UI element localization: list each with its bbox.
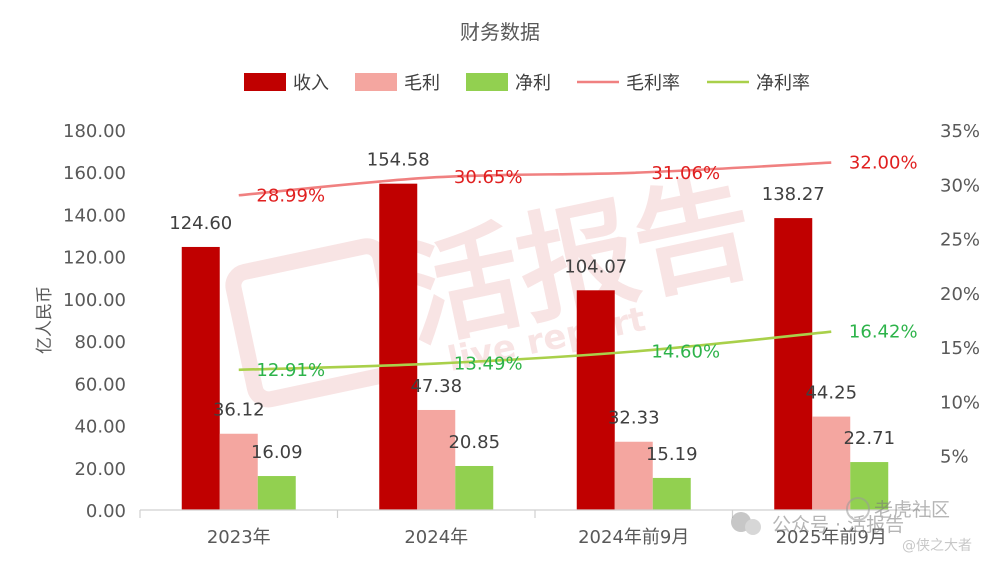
y-tick-label: 0.00 [86,501,126,522]
y-axis-right: 5% 10% 15% 20% 25% 30% 35% [940,121,980,468]
line-value-label: 30.65% [454,167,523,188]
y-tick-label: 100.00 [63,290,126,311]
y-tick-label: 140.00 [63,205,126,226]
y-axis-left: 0.00 20.00 40.00 60.00 80.00 100.00 120.00 140.… [63,121,126,522]
line-value-label: 16.42% [849,322,918,343]
bar-value-label: 124.60 [169,213,232,234]
bar-毛利 [417,409,456,510]
bar-毛利 [812,416,851,510]
y2-tick-label: 30% [940,175,980,196]
y2-tick-label: 10% [940,392,980,413]
footer-handle: @侠之大者 [902,538,972,554]
line-value-label: 13.49% [454,354,523,375]
x-tick-label: 2024年前9月 [578,527,689,548]
footer-tag: 老虎社区 [874,499,950,521]
data-labels: 124.60 154.58 104.07 138.27 36.12 47.38 32.33 4… [169,150,917,465]
y-tick-label: 80.00 [74,332,126,353]
line-series [238,161,832,372]
y2-tick-label: 25% [940,230,980,251]
line-净利率 [238,330,832,372]
legend-swatch [355,73,397,91]
x-tick-label: 2023年 [207,527,271,548]
y-tick-label: 180.00 [63,121,126,142]
bar-series [181,183,889,511]
y-axis-title: 亿人民币 [35,286,55,354]
x-tick-label: 2025年前9月 [776,527,887,548]
bar-收入 [576,290,615,510]
bar-value-label: 138.27 [762,184,825,205]
footer-account: 公众号 · 活报告 [772,514,904,536]
bar-净利 [652,477,691,510]
legend-label: 净利 [515,73,551,94]
bar-净利 [850,462,889,510]
legend-label: 毛利率 [626,73,680,94]
line-value-label: 32.00% [849,153,918,174]
bar-value-label: 22.71 [843,428,895,449]
y-tick-label: 20.00 [74,459,126,480]
bar-毛利 [219,433,258,510]
bar-毛利 [614,441,653,510]
tiger-icon [846,497,870,521]
bar-净利 [257,476,296,510]
line-value-label: 28.99% [256,185,325,206]
line-毛利率 [238,161,832,197]
bar-收入 [379,183,418,511]
bar-value-label: 154.58 [367,150,430,171]
bar-收入 [774,218,813,510]
x-tick-label: 2024年 [404,527,468,548]
bar-value-label: 44.25 [805,383,857,404]
y-tick-label: 60.00 [74,374,126,395]
y2-tick-label: 20% [940,284,980,305]
bar-净利 [455,465,494,510]
bar-value-label: 20.85 [448,432,500,453]
y2-tick-label: 35% [940,121,980,142]
y-tick-label: 160.00 [63,163,126,184]
y2-tick-label: 5% [940,447,969,468]
line-value-label: 31.06% [651,163,720,184]
bar-value-label: 47.38 [410,376,462,397]
legend: 收入 毛利 净利 毛利率 净利率 [244,73,810,94]
legend-swatch [244,73,286,91]
line-value-label: 14.60% [651,341,720,362]
bar-value-label: 32.33 [608,408,660,429]
wechat-icon [745,519,761,535]
legend-label: 毛利 [404,73,440,94]
bar-value-label: 15.19 [646,444,698,465]
legend-label: 收入 [293,73,329,94]
bar-value-label: 36.12 [213,400,265,421]
legend-label: 净利率 [756,73,810,94]
bar-收入 [181,246,220,510]
line-value-label: 12.91% [256,360,325,381]
bar-value-label: 104.07 [564,256,627,277]
x-axis: 2023年 2024年 2024年前9月 2025年前9月 [139,509,931,548]
legend-swatch [466,73,508,91]
footer-watermark: 公众号 · 活报告 老虎社区 @侠之大者 [731,497,972,554]
bar-value-label: 16.09 [251,442,303,463]
y-tick-label: 40.00 [74,417,126,438]
chart-title: 财务数据 [460,20,540,44]
y2-tick-label: 15% [940,338,980,359]
y-tick-label: 120.00 [63,248,126,269]
